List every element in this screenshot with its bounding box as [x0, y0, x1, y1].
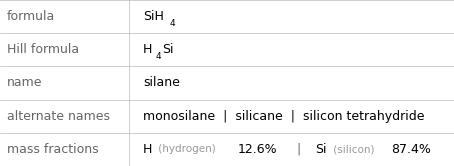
Text: Si: Si: [315, 143, 326, 156]
Text: formula: formula: [7, 10, 55, 23]
Text: (hydrogen): (hydrogen): [155, 144, 219, 154]
Text: name: name: [7, 77, 42, 89]
Text: (silicon): (silicon): [330, 144, 378, 154]
Text: monosilane  |  silicane  |  silicon tetrahydride: monosilane | silicane | silicon tetrahyd…: [143, 110, 424, 123]
Text: Si: Si: [163, 43, 174, 56]
Text: H: H: [143, 43, 153, 56]
Text: |: |: [289, 143, 309, 156]
Text: 87.4%: 87.4%: [391, 143, 431, 156]
Text: alternate names: alternate names: [7, 110, 110, 123]
Text: 4: 4: [155, 52, 161, 61]
Text: H: H: [143, 143, 153, 156]
Text: Hill formula: Hill formula: [7, 43, 79, 56]
Text: silane: silane: [143, 77, 180, 89]
Text: 12.6%: 12.6%: [238, 143, 277, 156]
Text: mass fractions: mass fractions: [7, 143, 99, 156]
Text: 4: 4: [170, 19, 176, 28]
Text: SiH: SiH: [143, 10, 164, 23]
